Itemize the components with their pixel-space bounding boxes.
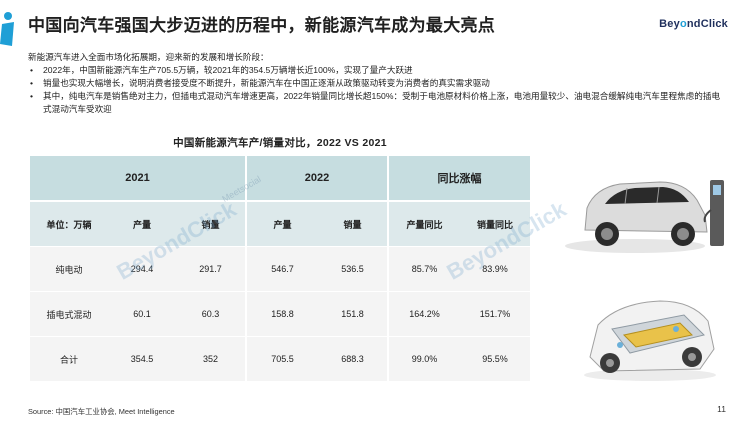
table-cell: 95.5% (460, 336, 531, 381)
header-2022: 2022 (245, 156, 389, 202)
source-note: Source: 中国汽车工业协会, Meet Intelligence (28, 407, 175, 416)
table-cell: 536.5 (318, 246, 389, 292)
intro-text: 新能源汽车进入全面市场化拓展期，迎来新的发展和增长阶段： (28, 52, 269, 62)
data-table-container: 2021 2022 同比涨幅 单位：万辆 产量 销量 产量 销量 产量同比 销量… (30, 156, 570, 381)
brand-mark-icon (0, 12, 14, 46)
table-cell: 688.3 (318, 336, 389, 381)
sub-header: 产量同比 (387, 201, 461, 247)
row-label: 插电式混动 (30, 291, 108, 337)
table-cell: 352 (176, 336, 247, 381)
table-cell: 164.2% (387, 291, 461, 337)
table-cell: 291.7 (176, 246, 247, 292)
table-cell: 99.0% (387, 336, 461, 381)
bullet-item: 2022年，中国新能源汽车生产705.5万辆，较2021年的354.5万辆增长近… (28, 64, 728, 77)
table-group-header-row: 2021 2022 同比涨幅 (30, 156, 531, 202)
table-cell: 151.8 (318, 291, 389, 337)
table-cell: 546.7 (245, 246, 319, 292)
car-battery-cutaway-image (584, 300, 716, 381)
table-cell: 60.1 (108, 291, 176, 337)
page-title: 中国向汽车强国大步迈进的历程中，新能源汽车成为最大亮点 (28, 16, 496, 35)
row-label: 合计 (30, 336, 108, 381)
table-cell: 60.3 (176, 291, 247, 337)
table-cell: 85.7% (387, 246, 461, 292)
unit-label: 单位：万辆 (30, 201, 108, 247)
sub-header: 产量 (245, 201, 319, 247)
table-cell: 705.5 (245, 336, 319, 381)
row-label: 纯电动 (30, 246, 108, 292)
table-cell: 83.9% (460, 246, 531, 292)
table-row: 纯电动 294.4 291.7 546.7 536.5 85.7% 83.9% (30, 246, 531, 292)
bullet-list: 2022年，中国新能源汽车生产705.5万辆，较2021年的354.5万辆增长近… (28, 64, 728, 116)
table-cell: 158.8 (245, 291, 319, 337)
sub-header: 销量 (318, 201, 389, 247)
header-2021: 2021 (30, 156, 247, 202)
sub-header: 产量 (108, 201, 176, 247)
table-row: 插电式混动 60.1 60.3 158.8 151.8 164.2% 151.7… (30, 291, 531, 337)
production-sales-table: 2021 2022 同比涨幅 单位：万辆 产量 销量 产量 销量 产量同比 销量… (30, 156, 531, 381)
table-sub-header-row: 单位：万辆 产量 销量 产量 销量 产量同比 销量同比 (30, 201, 531, 247)
header-yoy: 同比涨幅 (387, 156, 531, 202)
electric-car-charging-image (565, 180, 724, 253)
table-title: 中国新能源汽车产/销量对比，2022 VS 2021 (173, 137, 387, 149)
brand-logo: BeyondClick (659, 18, 728, 30)
table-cell: 151.7% (460, 291, 531, 337)
bullet-item: 销量也实现大幅增长，说明消费者接受度不断提升，新能源汽车在中国正逐渐从政策驱动转… (28, 77, 728, 90)
table-row: 合计 354.5 352 705.5 688.3 99.0% 95.5% (30, 336, 531, 381)
table-cell: 354.5 (108, 336, 176, 381)
page-number: 11 (717, 404, 726, 414)
bullet-item: 其中，纯电汽车是销售绝对主力，但插电式混动汽车增速更高，2022年销量同比增长超… (28, 90, 728, 116)
sub-header: 销量同比 (460, 201, 531, 247)
table-cell: 294.4 (108, 246, 176, 292)
sub-header: 销量 (176, 201, 247, 247)
